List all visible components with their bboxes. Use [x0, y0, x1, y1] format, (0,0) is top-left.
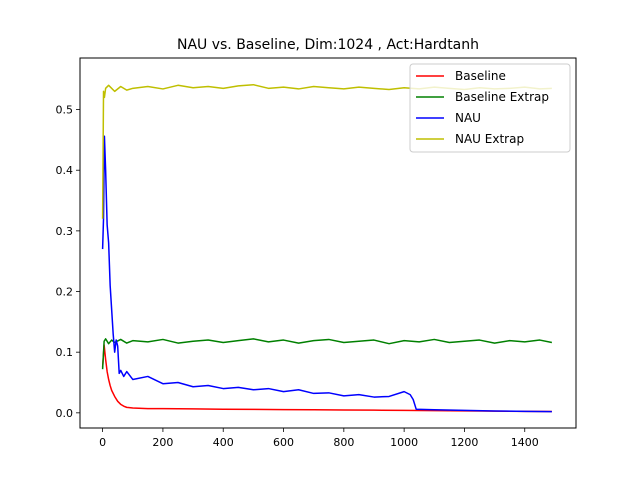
series-line-0 [101, 344, 552, 413]
x-tick-label-0: 0 [99, 436, 106, 449]
legend-label-3: NAU Extrap [455, 132, 524, 146]
x-tick-label-6: 1200 [450, 436, 478, 449]
legend-items: Baseline Baseline Extrap NAU NAU Extrap [416, 69, 549, 146]
x-axis: 0 200 400 600 800 1000 1200 1400 [99, 428, 539, 449]
legend: Baseline Baseline Extrap NAU NAU Extrap [409, 63, 571, 153]
y-tick-label-5: 0.5 [56, 104, 74, 117]
y-tick-label-3: 0.3 [56, 225, 74, 238]
legend-frame [409, 63, 571, 153]
y-axis: 0.0 0.1 0.2 0.3 0.4 0.5 [56, 104, 80, 420]
x-tick-label-5: 1000 [390, 436, 418, 449]
x-tick-label-1: 200 [152, 436, 173, 449]
x-tick-label-2: 400 [213, 436, 234, 449]
x-tick-label-3: 600 [273, 436, 294, 449]
y-tick-label-0: 0.0 [56, 407, 74, 420]
x-tick-label-4: 800 [333, 436, 354, 449]
chart-title: NAU vs. Baseline, Dim:1024 , Act:Hardtan… [177, 37, 479, 53]
legend-label-2: NAU [455, 111, 481, 125]
plot-area: 0 200 400 600 800 1000 1200 1400 0.00.10.20.30.… [56, 57, 577, 449]
series-layer [101, 83, 553, 413]
y-tick-label-1: 0.1 [56, 346, 74, 359]
y-tick-label-4: 0.4 [56, 164, 74, 177]
series-line-1 [101, 338, 553, 370]
legend-label-1: Baseline Extrap [455, 90, 549, 104]
y-tick-label-2: 0.2 [56, 286, 74, 299]
legend-label-0: Baseline [455, 69, 506, 83]
x-tick-label-7: 1400 [511, 436, 539, 449]
plot-frame [79, 57, 577, 429]
series-line-2 [101, 135, 552, 413]
